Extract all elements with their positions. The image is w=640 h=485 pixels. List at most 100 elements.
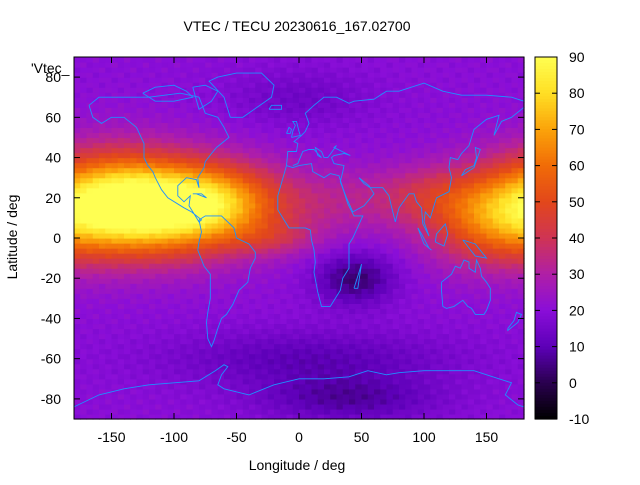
- heatmap-cell: [486, 383, 494, 390]
- heatmap-cell: [417, 112, 425, 118]
- heatmap-cell: [349, 202, 356, 209]
- heatmap-cell: [467, 147, 475, 154]
- heatmap-cell: [117, 338, 125, 345]
- heatmap-cell: [361, 318, 369, 325]
- heatmap-cell: [92, 182, 100, 189]
- heatmap-cell: [455, 102, 463, 108]
- heatmap-cell: [361, 167, 369, 174]
- heatmap-cell: [480, 403, 488, 410]
- heatmap-cell: [349, 318, 356, 325]
- heatmap-cell: [461, 403, 469, 410]
- heatmap-cell: [80, 413, 88, 420]
- heatmap-cell: [86, 172, 94, 179]
- heatmap-cell: [386, 117, 394, 123]
- heatmap-cell: [99, 97, 106, 103]
- heatmap-cell: [167, 122, 175, 128]
- heatmap-cell: [199, 157, 206, 164]
- heatmap-cell: [442, 72, 450, 78]
- heatmap-cell: [261, 92, 269, 98]
- heatmap-cell: [255, 57, 263, 63]
- heatmap-cell: [236, 77, 244, 83]
- heatmap-cell: [411, 212, 419, 219]
- heatmap-cell: [167, 348, 175, 355]
- heatmap-cell: [324, 413, 331, 420]
- heatmap-cell: [486, 222, 494, 229]
- heatmap-cell: [449, 142, 456, 149]
- heatmap-cell: [167, 278, 175, 284]
- heatmap-cell: [349, 62, 356, 68]
- heatmap-cell: [99, 172, 106, 179]
- heatmap-cell: [217, 413, 225, 420]
- heatmap-cell: [474, 363, 481, 370]
- heatmap-cell: [124, 283, 131, 289]
- heatmap-cell: [374, 323, 381, 330]
- heatmap-cell: [374, 263, 381, 269]
- heatmap-cell: [292, 162, 300, 169]
- heatmap-cell: [324, 238, 331, 244]
- heatmap-cell: [274, 157, 281, 164]
- heatmap-cell: [324, 197, 331, 204]
- heatmap-cell: [274, 177, 281, 184]
- heatmap-cell: [424, 177, 431, 184]
- heatmap-cell: [205, 82, 213, 88]
- heatmap-cell: [261, 72, 269, 78]
- heatmap-cell: [474, 72, 481, 78]
- heatmap-cell: [367, 338, 375, 345]
- heatmap-cell: [267, 162, 275, 169]
- heatmap-cell: [186, 238, 194, 244]
- heatmap-cell: [111, 142, 119, 149]
- heatmap-cell: [261, 253, 269, 259]
- heatmap-cell: [430, 328, 438, 335]
- heatmap-cell: [361, 92, 369, 98]
- heatmap-cell: [136, 268, 144, 274]
- heatmap-cell: [411, 383, 419, 390]
- heatmap-cell: [317, 77, 325, 83]
- heatmap-cell: [455, 263, 463, 269]
- heatmap-cell: [149, 243, 156, 249]
- heatmap-cell: [236, 283, 244, 289]
- heatmap-cell: [286, 283, 294, 289]
- heatmap-cell: [474, 132, 481, 139]
- heatmap-cell: [486, 97, 494, 103]
- heatmap-cell: [192, 167, 200, 174]
- heatmap-cell: [211, 268, 219, 274]
- heatmap-cell: [205, 268, 213, 274]
- heatmap-cell: [74, 343, 81, 350]
- heatmap-cell: [267, 278, 275, 284]
- heatmap-cell: [305, 273, 313, 279]
- heatmap-cell: [192, 288, 200, 294]
- heatmap-cell: [405, 162, 413, 169]
- heatmap-cell: [255, 288, 263, 294]
- heatmap-cell: [499, 358, 506, 365]
- heatmap-cell: [92, 232, 100, 239]
- heatmap-cell: [467, 293, 475, 299]
- heatmap-cell: [167, 258, 175, 264]
- heatmap-cell: [292, 358, 300, 365]
- heatmap-cell: [380, 313, 388, 320]
- heatmap-cell: [80, 398, 88, 405]
- heatmap-cell: [317, 373, 325, 380]
- heatmap-cell: [292, 197, 300, 204]
- heatmap-cell: [292, 353, 300, 360]
- heatmap-cell: [117, 232, 125, 239]
- heatmap-cell: [336, 298, 344, 304]
- heatmap-cell: [80, 403, 88, 410]
- heatmap-cell: [411, 268, 419, 274]
- heatmap-cell: [342, 363, 350, 370]
- heatmap-cell: [311, 192, 319, 199]
- heatmap-cell: [74, 97, 81, 103]
- heatmap-cell: [430, 147, 438, 154]
- heatmap-cell: [105, 298, 113, 304]
- heatmap-cell: [92, 268, 100, 274]
- heatmap-cell: [486, 393, 494, 400]
- heatmap-cell: [499, 67, 506, 73]
- heatmap-cell: [117, 192, 125, 199]
- heatmap-cell: [311, 403, 319, 410]
- heatmap-cell: [305, 57, 313, 63]
- heatmap-cell: [417, 373, 425, 380]
- heatmap-cell: [305, 232, 313, 239]
- heatmap-cell: [261, 117, 269, 123]
- heatmap-cell: [80, 77, 88, 83]
- heatmap-cell: [436, 152, 444, 159]
- heatmap-cell: [92, 398, 100, 405]
